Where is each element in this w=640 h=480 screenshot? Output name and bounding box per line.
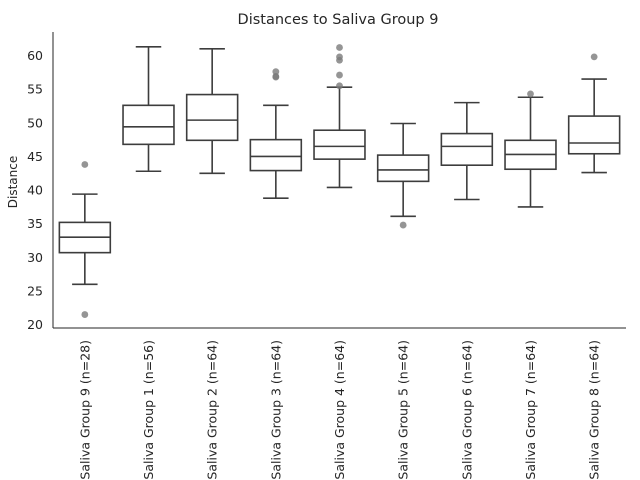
y-tick-label: 35 <box>27 216 43 231</box>
outlier-point <box>336 82 343 90</box>
y-tick-label: 55 <box>27 82 43 97</box>
outlier-point <box>272 73 280 80</box>
x-tick-label: Saliva Group 3 (n=64) <box>268 340 283 480</box>
outlier-point <box>272 68 280 76</box>
box-group <box>58 161 112 318</box>
y-tick-label: 50 <box>27 115 43 130</box>
outlier-point <box>336 53 343 61</box>
y-tick-label: 30 <box>27 250 43 265</box>
box-group <box>440 101 494 201</box>
iqr-box <box>122 104 175 146</box>
iqr-box <box>376 154 430 183</box>
outlier-point <box>336 71 343 79</box>
chart-title: Distances to Saliva Group 9 <box>238 12 439 28</box>
x-axis: Saliva Group 9 (n=28) Saliva Group 1 (n=5… <box>53 327 626 480</box>
iqr-box <box>567 115 621 155</box>
x-tick-label: Saliva Group 5 (n=64) <box>396 340 411 480</box>
x-tick-label: Saliva Group 7 (n=64) <box>523 340 538 480</box>
y-tick-label: 20 <box>27 317 43 332</box>
y-tick-label: 60 <box>27 48 43 63</box>
x-tick-label: Saliva Group 6 (n=64) <box>459 340 474 480</box>
outlier-point <box>81 161 89 168</box>
iqr-box <box>185 93 239 142</box>
box-group <box>504 90 557 208</box>
y-tick-label: 45 <box>27 149 43 164</box>
y-axis: 20 25 30 35 40 45 50 55 60 <box>27 32 54 332</box>
box-group <box>185 48 239 175</box>
y-tick-label: 25 <box>27 284 43 299</box>
x-tick-label: Saliva Group 1 (n=56) <box>141 340 156 480</box>
y-tick-label: 40 <box>27 183 43 198</box>
outlier-point <box>336 44 343 51</box>
x-tick-label: Saliva Group 4 (n=64) <box>332 340 347 480</box>
box-group <box>313 44 366 189</box>
boxes-group <box>58 44 621 318</box>
iqr-box <box>440 132 494 166</box>
outlier-point <box>399 221 407 229</box>
box-group <box>122 45 175 173</box>
box-group <box>376 122 430 229</box>
outlier-point <box>527 90 534 98</box>
box-group <box>567 53 621 174</box>
y-axis-label: Distance <box>6 156 20 208</box>
x-tick-label: Saliva Group 9 (n=28) <box>77 340 92 480</box>
outlier-point <box>81 311 89 318</box>
outlier-point <box>590 53 598 61</box>
x-tick-label: Saliva Group 2 (n=64) <box>205 340 220 480</box>
x-tick-label: Saliva Group 8 (n=64) <box>587 340 602 480</box>
box-group <box>249 68 303 199</box>
iqr-box <box>313 129 366 160</box>
iqr-box <box>249 138 303 172</box>
